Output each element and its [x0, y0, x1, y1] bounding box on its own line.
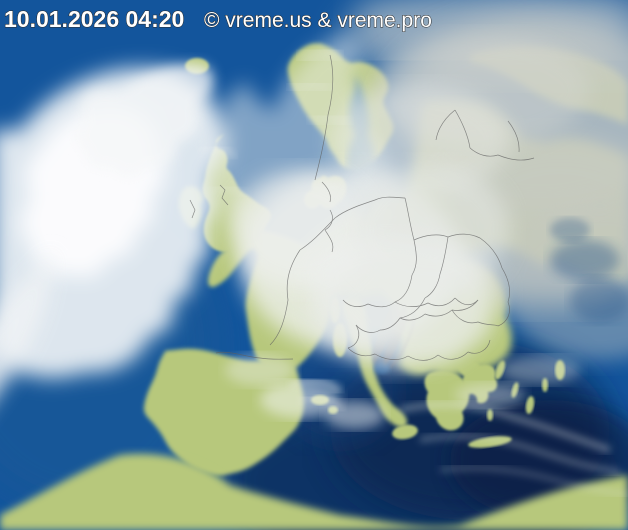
- svg-text:10.01.2026 04:20: 10.01.2026 04:20: [4, 6, 184, 32]
- svg-text:© vreme.us & vreme.pro: © vreme.us & vreme.pro: [204, 9, 432, 32]
